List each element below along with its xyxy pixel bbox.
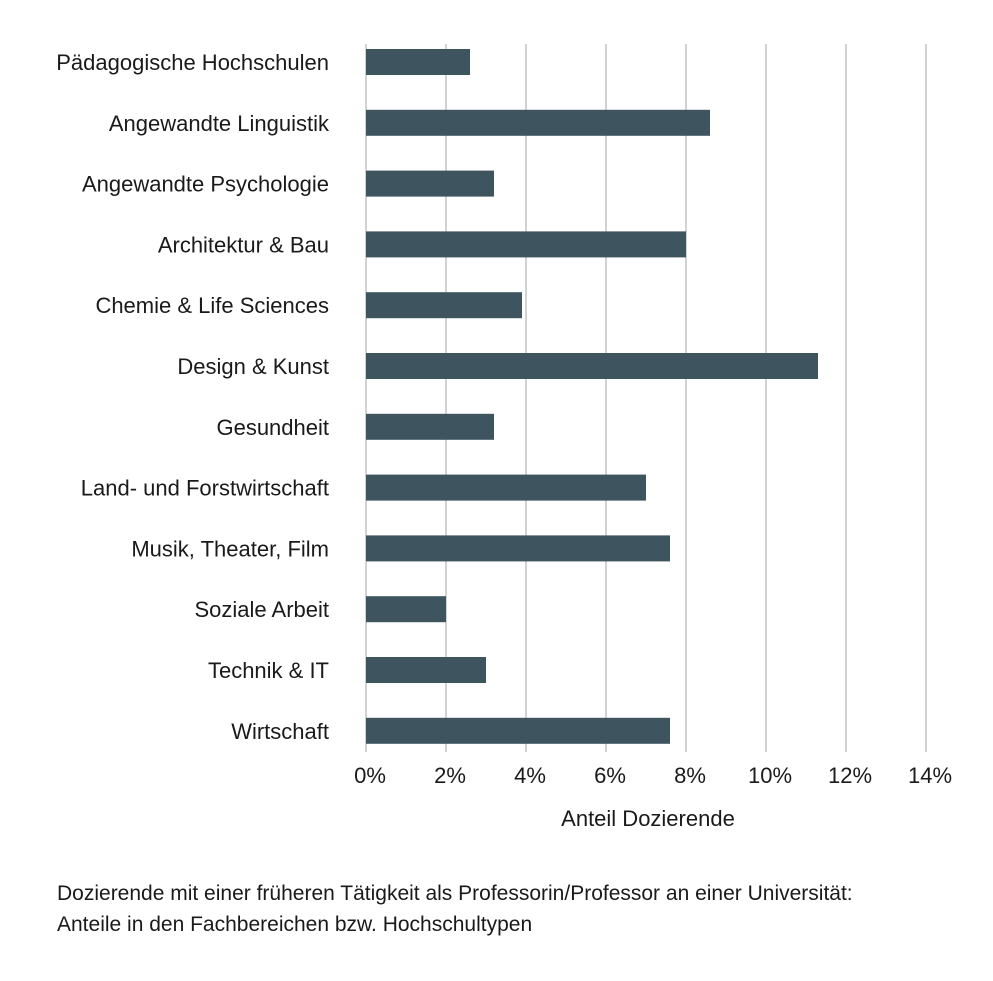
x-tick-labels: 0% 2% 4% 6% 8% 10% 12% 14%	[354, 763, 952, 788]
x-tick-label: 4%	[514, 763, 546, 788]
category-label: Chemie & Life Sciences	[95, 293, 329, 318]
x-tick-label: 12%	[828, 763, 872, 788]
bar	[366, 170, 494, 197]
bar	[366, 49, 470, 75]
category-label: Pädagogische Hochschulen	[56, 50, 329, 75]
x-tick-label: 10%	[748, 763, 792, 788]
category-label: Technik & IT	[208, 658, 329, 683]
bar-chart: Pädagogische Hochschulen Angewandte Lingu…	[56, 44, 952, 831]
bar	[366, 353, 818, 379]
chart-caption: Dozierende mit einer früheren Tätigkeit …	[57, 878, 957, 940]
x-tick-label: 8%	[674, 763, 706, 788]
bar	[366, 717, 670, 744]
bar	[366, 231, 686, 258]
category-labels: Pädagogische Hochschulen Angewandte Lingu…	[56, 50, 330, 744]
x-tick-label: 2%	[434, 763, 466, 788]
x-axis-title: Anteil Dozierende	[561, 806, 735, 831]
bar	[366, 535, 670, 562]
category-label: Angewandte Psychologie	[82, 172, 329, 197]
bar	[366, 413, 494, 440]
bar	[366, 596, 446, 623]
bar	[366, 657, 486, 683]
category-label: Musik, Theater, Film	[131, 536, 329, 561]
bar	[366, 292, 522, 319]
caption-line-1: Dozierende mit einer früheren Tätigkeit …	[57, 882, 853, 905]
category-label: Soziale Arbeit	[194, 597, 329, 622]
caption-line-2: Anteile in den Fachbereichen bzw. Hochsc…	[57, 913, 533, 936]
bar	[366, 474, 646, 501]
category-label: Land- und Forstwirtschaft	[81, 476, 329, 501]
x-tick-label: 0%	[354, 763, 386, 788]
bar	[366, 109, 710, 136]
gridlines	[365, 44, 927, 752]
x-tick-label: 6%	[594, 763, 626, 788]
category-label: Angewandte Linguistik	[109, 111, 330, 136]
category-label: Gesundheit	[216, 415, 329, 440]
x-tick-label: 14%	[908, 763, 952, 788]
category-label: Wirtschaft	[231, 719, 329, 744]
category-label: Design & Kunst	[177, 354, 329, 379]
category-label: Architektur & Bau	[158, 232, 329, 257]
bars	[366, 49, 818, 744]
